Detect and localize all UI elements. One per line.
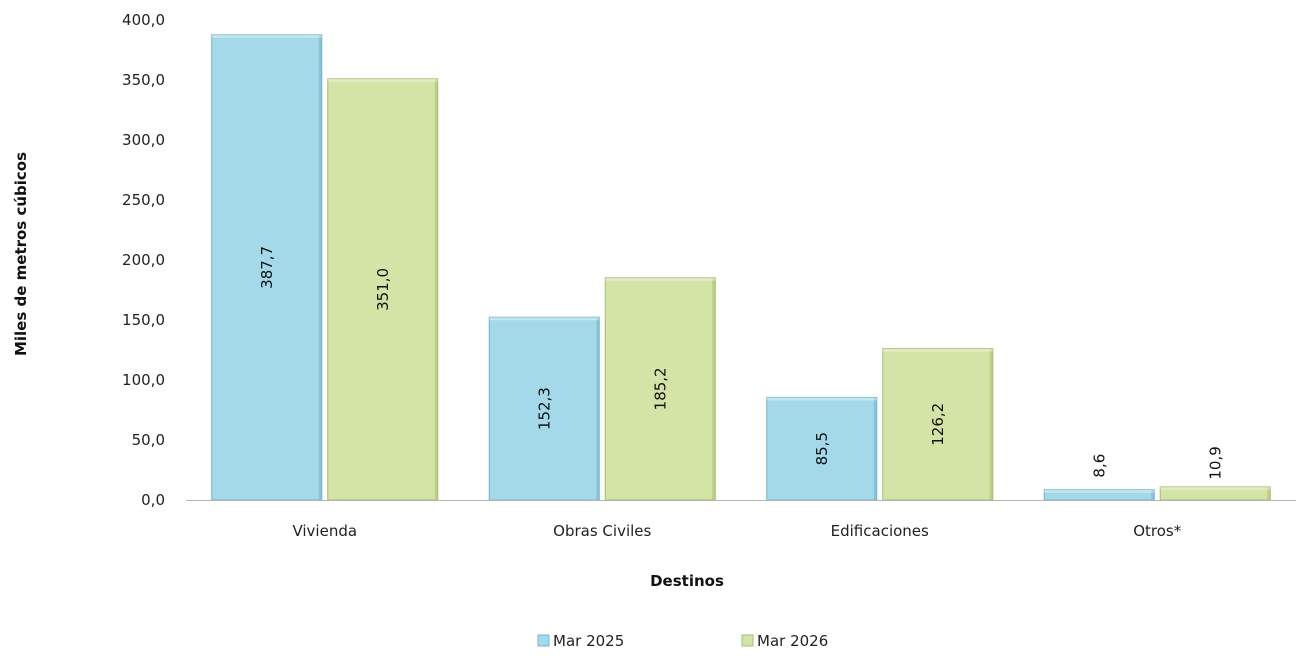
bar-highlight xyxy=(605,277,716,281)
bar xyxy=(211,34,323,501)
legend-label: Mar 2025 xyxy=(553,632,624,650)
bar-shadow xyxy=(989,348,993,500)
bar xyxy=(488,316,600,501)
data-label: 351,0 xyxy=(374,268,392,311)
bar-highlight xyxy=(766,397,877,401)
data-label: 152,3 xyxy=(535,387,553,430)
bar-shadow xyxy=(1151,489,1155,500)
data-label: 85,5 xyxy=(813,432,831,465)
y-tick-label: 350,0 xyxy=(122,71,165,89)
y-tick-label: 250,0 xyxy=(122,191,165,209)
y-tick-label: 300,0 xyxy=(122,131,165,149)
data-label: 8,6 xyxy=(1090,454,1108,478)
y-tick-label: 50,0 xyxy=(132,431,165,449)
bar-highlight xyxy=(489,317,600,321)
bar-shadow xyxy=(596,317,600,500)
y-tick-label: 400,0 xyxy=(122,11,165,29)
bar xyxy=(882,348,994,501)
x-category-label: Vivienda xyxy=(292,522,357,540)
bar xyxy=(327,78,439,501)
y-tick-label: 0,0 xyxy=(141,491,165,509)
bar-shadow xyxy=(873,397,877,500)
legend: Mar 2025 Mar 2026 xyxy=(537,632,828,650)
data-label: 126,2 xyxy=(929,403,947,446)
data-label: 185,2 xyxy=(651,367,669,410)
y-tick-label: 100,0 xyxy=(122,371,165,389)
legend-swatch xyxy=(537,634,550,647)
bar-shadow xyxy=(318,34,322,500)
bar xyxy=(766,396,878,501)
data-label: 387,7 xyxy=(258,246,276,289)
x-category-label: Obras Civiles xyxy=(553,522,651,540)
legend-swatch xyxy=(741,634,754,647)
x-axis: Vivienda Obras Civiles Edificaciones Otros* xyxy=(292,522,1181,540)
bar-shadow xyxy=(434,78,438,501)
bar-highlight xyxy=(1044,489,1155,493)
bar-shadow xyxy=(712,277,716,500)
bar-highlight xyxy=(882,348,993,352)
bar-highlight xyxy=(211,34,322,38)
bar xyxy=(604,277,716,501)
y-tick-label: 200,0 xyxy=(122,251,165,269)
bar-shadow xyxy=(1267,486,1271,500)
data-label: 10,9 xyxy=(1206,446,1224,479)
y-axis: 0,0 50,0 100,0 150,0 200,0 250,0 300,0 350,0 400… xyxy=(122,11,165,509)
bar-plot-area: 387,7 351,0 152,3 185,2 85,5 126,2 8,6 10,9 xyxy=(211,34,1271,501)
y-tick-label: 150,0 xyxy=(122,311,165,329)
bar-highlight xyxy=(327,78,438,82)
x-axis-title: Destinos xyxy=(650,572,724,590)
y-axis-title: Miles de metros cúbicos xyxy=(12,152,30,356)
legend-label: Mar 2026 xyxy=(757,632,828,650)
x-category-label: Edificaciones xyxy=(831,522,929,540)
x-category-label: Otros* xyxy=(1133,522,1182,540)
bar-highlight xyxy=(1160,486,1271,490)
